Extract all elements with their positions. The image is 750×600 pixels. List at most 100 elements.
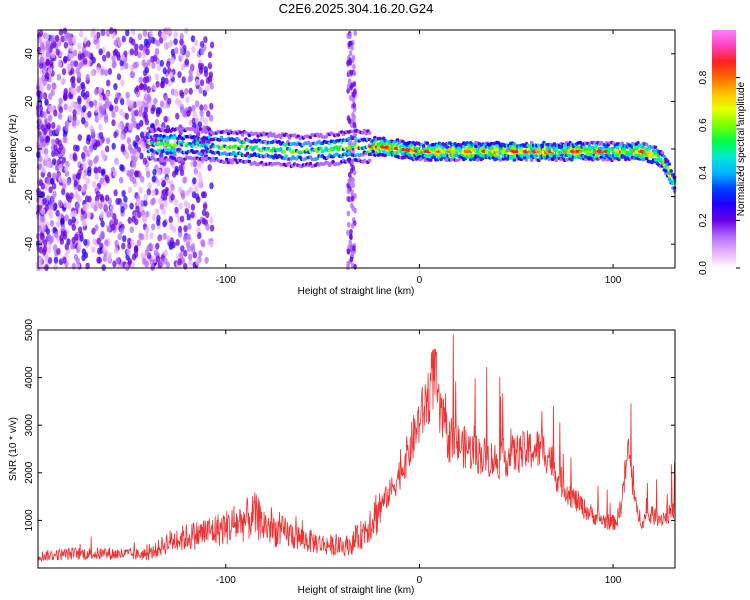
spectrogram-cell [352,114,357,121]
spectrogram-cell [247,159,252,164]
spectrogram-cell [69,44,74,52]
spectrogram-cell [331,160,335,164]
spectrogram-cell [120,54,126,61]
spectrogram-cell [149,232,154,240]
spectrogram-cell [117,233,123,241]
spectrogram-cell [47,233,52,241]
spectrogram-cell [142,30,148,38]
spectrogram-cell [99,211,105,219]
spectrogram-cell [164,77,169,85]
spectrogram-cell [166,235,171,242]
spectrogram-cell [42,197,47,205]
spectrogram-cell [179,47,185,55]
spectrogram-cell [50,196,55,204]
spectrogram-cell [40,182,46,190]
y-tick-label: -40 [24,237,35,252]
spectrogram-cell [75,202,81,210]
spectrogram-cell [111,110,116,118]
spectrogram-cell [164,42,169,50]
spectrogram-cell [367,158,372,163]
spectrogram-cell [55,209,60,217]
spectrogram-cell [225,157,229,162]
spectrogram-cell [186,202,191,210]
spectrogram-y-axis-label: Frequency (Hz) [8,115,19,184]
spectrogram-cell [554,147,558,151]
spectrogram-cell [41,67,47,75]
spectrogram-cell [135,90,141,98]
spectrogram-cell [156,179,161,187]
spectrogram-cell [128,123,133,131]
spectrogram-cell [75,119,80,127]
spectrogram-cell [348,50,353,57]
spectrogram-cell [351,97,356,104]
spectrogram-cell [162,67,167,75]
spectrogram-cell [136,198,141,206]
spectrogram-cell [174,165,179,173]
spectrogram-cell [87,195,92,203]
y-tick-label: 4000 [24,366,35,389]
spectrogram-cell [82,162,87,169]
spectrogram-cell [103,203,108,211]
snr-y-ticks: 1000 2000 3000 4000 5000 [24,318,675,532]
spectrogram-cell [66,178,71,186]
spectrogram-cell [208,114,214,122]
spectrogram-cell [287,161,292,166]
spectrogram-cell [308,135,313,140]
spectrogram-cell [319,146,323,151]
spectrogram-cell [346,264,350,271]
spectrogram-cell [349,84,353,91]
spectrogram-cell [306,140,311,145]
spectrogram-cell [135,151,140,159]
spectrogram-cell [76,107,81,115]
spectrogram-cell [284,154,288,158]
spectrogram-cell [104,194,110,202]
spectrogram-cell [117,40,123,48]
spectrogram-cell [58,97,63,105]
spectrogram-cell [132,61,137,69]
spectrogram-cell [102,255,108,262]
spectrogram-cell [145,210,150,218]
spectrogram-cell [347,78,352,85]
spectrogram-cell [77,134,83,142]
spectrogram-cell [119,133,125,141]
spectrogram-cell [86,40,91,48]
spectrogram-cell [114,239,119,247]
spectrogram-cell [664,169,668,173]
spectrogram-cell [146,86,151,94]
spectrogram-cell [130,71,136,79]
spectrogram-cell [644,142,649,147]
spectrogram-cell [80,90,86,98]
spectrogram-cell [52,41,57,48]
spectrogram-cell [134,43,139,51]
spectrogram-cell [77,184,82,192]
spectrogram-cell [209,216,214,224]
spectrogram-cell [155,242,160,250]
spectrogram-cell [71,216,76,224]
spectrogram-cell [209,182,214,190]
spectrogram-cell [352,70,357,77]
spectrogram-cell [184,207,189,215]
spectrogram-cell [71,262,77,270]
spectrogram-cell [55,220,61,228]
spectrogram-cell [139,43,144,51]
spectrogram-cell [103,116,109,124]
spectrogram-cell [97,112,102,120]
spectrogram-cell [167,158,172,162]
spectrogram-cell [142,76,148,84]
spectrogram-cell [170,57,175,65]
spectrogram-cell [208,71,214,79]
snr-frame [37,329,676,569]
spectrogram-cell [41,215,46,223]
spectrogram-cell [194,117,200,125]
spectrogram-cell [180,91,185,99]
spectrogram-cell [348,239,353,246]
y-tick-label: -20 [24,189,35,204]
spectrogram-cell [240,133,245,137]
colorbar-label: Normalized spectral amplitude [736,81,747,216]
spectrogram-cell [112,260,117,268]
spectrogram-cell [195,100,200,108]
spectrogram-cell [353,263,357,270]
spectrogram-cell [39,49,45,57]
spectrogram-cell [111,142,116,150]
spectrogram-cell [113,189,118,197]
